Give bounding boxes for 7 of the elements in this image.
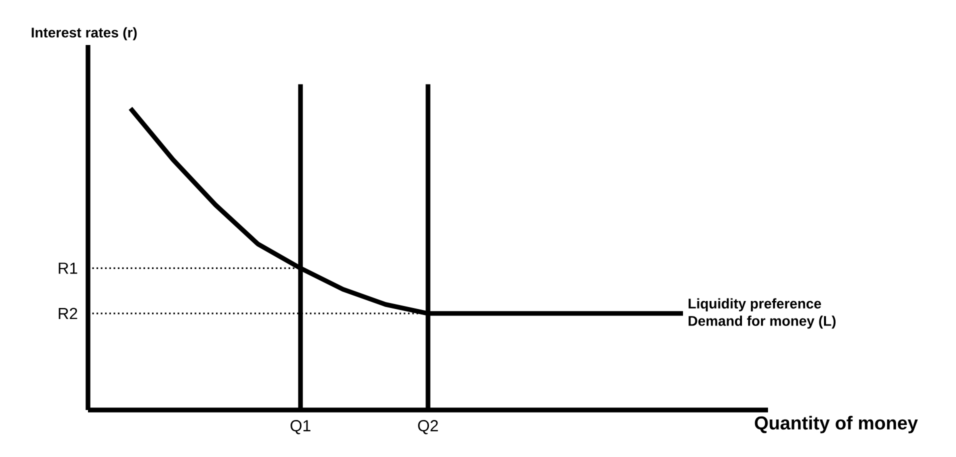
y-axis-title: Interest rates (r) xyxy=(32,27,137,40)
ref-line-label: R1 xyxy=(58,262,78,274)
x-axis-title: Quantity of money xyxy=(754,416,918,434)
ref-line-label: R2 xyxy=(58,308,78,320)
x-tick-label: Q1 xyxy=(290,420,310,434)
x-tick-label: Q2 xyxy=(418,420,438,434)
series-label: Liquidity preference Demand for money (L) xyxy=(688,298,836,329)
